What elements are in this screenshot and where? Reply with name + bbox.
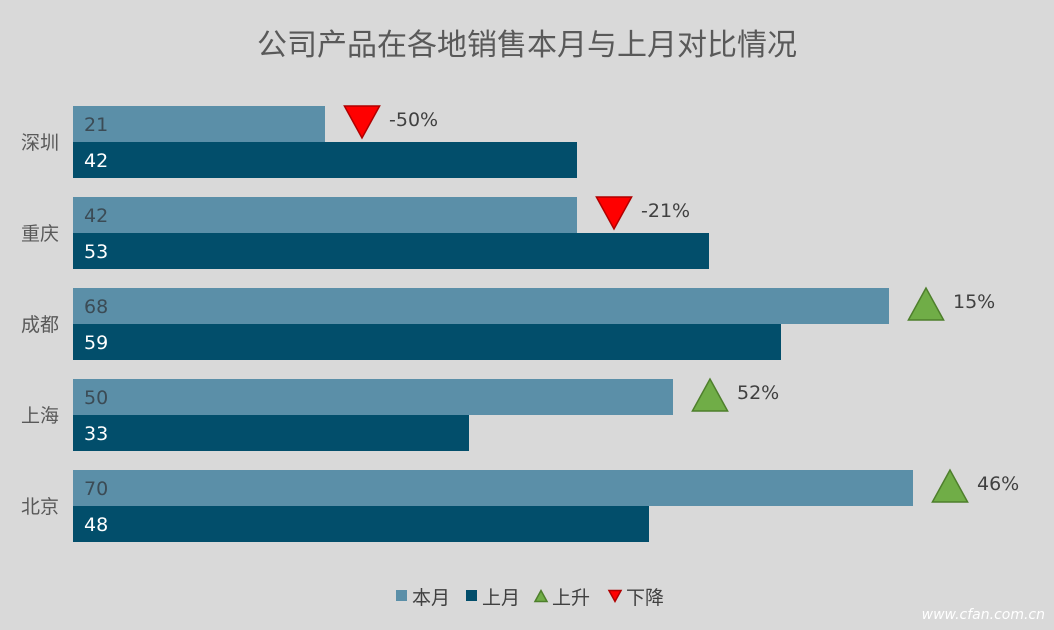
data-label-previous: 33	[84, 423, 108, 445]
legend-label: 上月	[482, 587, 520, 609]
category-label: 北京	[21, 496, 59, 518]
increase-marker	[931, 468, 969, 503]
change-percent-label: 46%	[977, 473, 1019, 495]
bar-current-month	[73, 470, 913, 506]
category-label: 上海	[21, 405, 59, 427]
data-label-current: 70	[84, 478, 108, 500]
legend-swatch	[396, 590, 407, 601]
change-percent-label: 52%	[737, 382, 779, 404]
data-label-previous: 42	[84, 150, 108, 172]
bar-previous-month	[73, 506, 649, 542]
data-label-previous: 48	[84, 514, 108, 536]
legend-label: 下降	[626, 587, 664, 609]
change-percent-label: -50%	[389, 109, 438, 131]
bar-previous-month	[73, 415, 469, 451]
category-label: 重庆	[21, 223, 59, 245]
legend-label: 本月	[412, 587, 450, 609]
bar-previous-month	[73, 233, 709, 269]
increase-marker	[907, 286, 945, 321]
bar-current-month	[73, 379, 673, 415]
data-label-current: 21	[84, 114, 108, 136]
decrease-marker	[343, 105, 381, 140]
data-label-current: 68	[84, 296, 108, 318]
data-label-current: 42	[84, 205, 108, 227]
chart-title: 公司产品在各地销售本月与上月对比情况	[257, 28, 797, 63]
plot-area: 深圳 21 42 -50% 重庆 42 53 -21% 成都 68 59 15% 上海 50 33 52% 北京…	[21, 105, 1019, 542]
category-label: 成都	[21, 314, 59, 336]
category-label: 深圳	[21, 132, 59, 154]
bar-previous-month	[73, 324, 781, 360]
change-percent-label: -21%	[641, 200, 690, 222]
watermark: www.cfan.com.cn	[922, 607, 1045, 623]
bar-current-month	[73, 106, 325, 142]
data-label-current: 50	[84, 387, 108, 409]
decrease-marker	[595, 196, 633, 231]
legend: 本月 上月 上升 下降	[396, 587, 664, 609]
legend-up-marker	[533, 588, 549, 603]
bar-current-month	[73, 197, 577, 233]
legend-label: 上升	[552, 587, 590, 609]
legend-down-marker	[607, 589, 623, 604]
change-percent-label: 15%	[953, 291, 995, 313]
data-label-previous: 53	[84, 241, 108, 263]
bar-current-month	[73, 288, 889, 324]
data-label-previous: 59	[84, 332, 108, 354]
increase-marker	[691, 377, 729, 412]
legend-swatch	[466, 590, 477, 601]
bar-previous-month	[73, 142, 577, 178]
